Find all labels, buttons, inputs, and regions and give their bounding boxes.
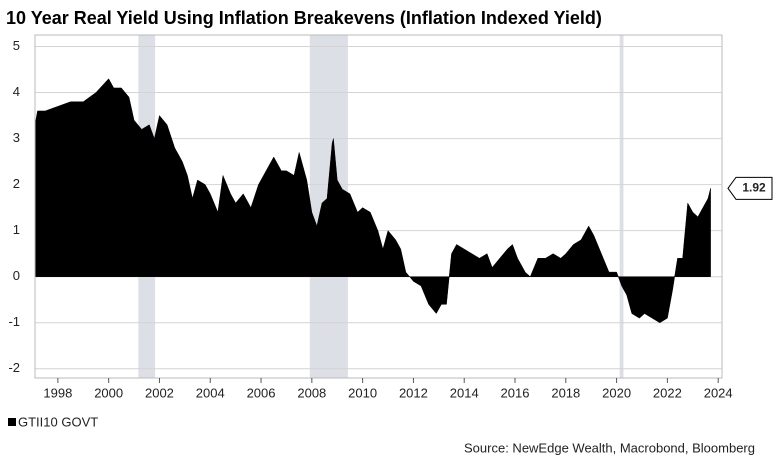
y-tick-label: 2 bbox=[13, 176, 20, 191]
x-tick-label: 2024 bbox=[704, 385, 733, 400]
y-tick-label: -1 bbox=[8, 314, 20, 329]
x-tick-label: 2018 bbox=[551, 385, 580, 400]
x-tick-label: 2020 bbox=[602, 385, 631, 400]
x-tick-label: 2000 bbox=[94, 385, 123, 400]
legend-swatch bbox=[8, 418, 16, 426]
area bbox=[34, 78, 711, 324]
last-value-callout bbox=[727, 176, 773, 200]
recession-band bbox=[619, 35, 624, 378]
x-tick-label: 1998 bbox=[43, 385, 72, 400]
x-tick-label: 2016 bbox=[501, 385, 530, 400]
plot-frame bbox=[34, 34, 723, 379]
x-tick-label: 2022 bbox=[653, 385, 682, 400]
y-tick-label: 3 bbox=[13, 130, 20, 145]
last-value-label: 1.92 bbox=[742, 180, 766, 194]
x-tick-label: 2012 bbox=[399, 385, 428, 400]
y-tick-label: 4 bbox=[13, 84, 20, 99]
source-note: Source: NewEdge Wealth, Macrobond, Bloom… bbox=[464, 440, 755, 455]
y-tick-label: 0 bbox=[13, 268, 20, 283]
chart-title: 10 Year Real Yield Using Inflation Break… bbox=[6, 8, 602, 28]
x-tick-label: 2004 bbox=[196, 385, 225, 400]
legend-label: GTII10 GOVT bbox=[18, 414, 98, 429]
x-tick-label: 2014 bbox=[450, 385, 479, 400]
x-tick-label: 2006 bbox=[247, 385, 276, 400]
y-tick-label: 5 bbox=[13, 38, 20, 53]
x-tick-label: 2008 bbox=[297, 385, 326, 400]
y-tick-label: -2 bbox=[8, 360, 20, 375]
x-tick-label: 2010 bbox=[348, 385, 377, 400]
y-tick-label: 1 bbox=[13, 222, 20, 237]
x-tick-label: 2002 bbox=[145, 385, 174, 400]
